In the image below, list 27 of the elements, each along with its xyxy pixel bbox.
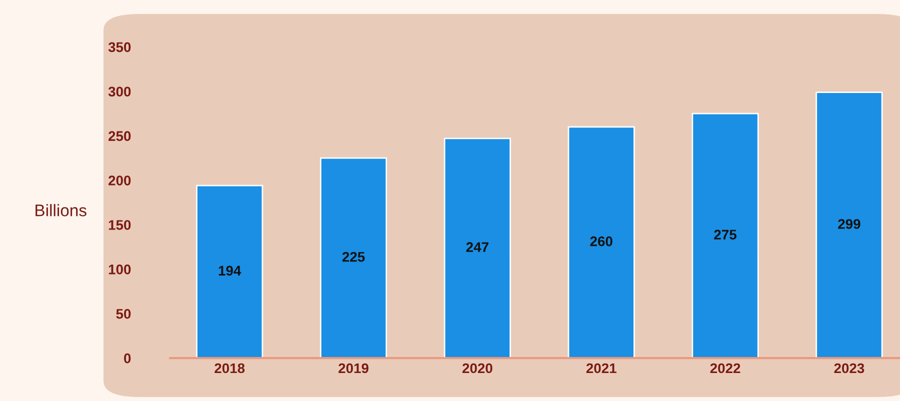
bar bbox=[692, 112, 759, 358]
bar bbox=[320, 157, 388, 358]
y-tick-label: 250 bbox=[108, 131, 131, 141]
data-label: 299 bbox=[838, 219, 860, 229]
y-tick-label: 350 bbox=[108, 42, 131, 52]
bar bbox=[568, 126, 635, 358]
y-tick-label: 300 bbox=[108, 86, 131, 97]
bar bbox=[816, 92, 883, 358]
y-tick-label: 150 bbox=[108, 220, 131, 230]
bar bbox=[196, 184, 264, 358]
y-tick-label: 100 bbox=[108, 264, 131, 274]
data-label: 260 bbox=[590, 236, 612, 246]
x-tick-label: 2022 bbox=[710, 363, 740, 374]
data-label: 275 bbox=[714, 230, 736, 240]
y-tick-label: 50 bbox=[116, 308, 131, 319]
x-tick-label: 2020 bbox=[462, 363, 492, 374]
data-label: 194 bbox=[218, 266, 242, 276]
y-axis-title: Billions bbox=[36, 204, 86, 216]
data-label: 225 bbox=[342, 252, 365, 262]
x-tick-label: 2023 bbox=[834, 363, 864, 374]
x-tick-label: 2018 bbox=[214, 363, 245, 374]
x-tick-label: 2019 bbox=[338, 363, 368, 374]
y-tick-label: 200 bbox=[108, 176, 131, 186]
x-tick-label: 2021 bbox=[586, 363, 616, 374]
bar bbox=[444, 138, 511, 358]
y-tick-label: 0 bbox=[124, 353, 131, 364]
data-label: 247 bbox=[466, 242, 488, 252]
